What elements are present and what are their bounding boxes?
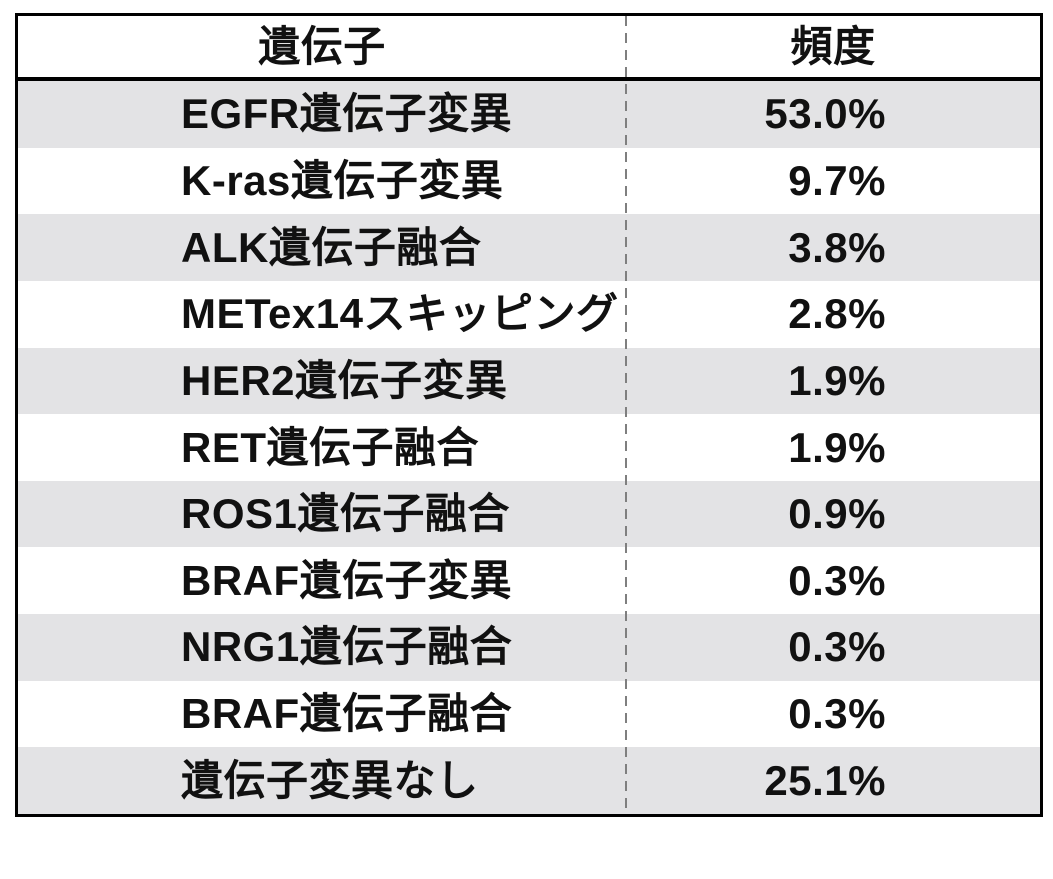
gene-frequency-table: 遺伝子 頻度 EGFR遺伝子変異 53.0% K-ras遺伝子変異 9.7% ALK遺伝… <box>15 13 1043 817</box>
table-row: BRAF遺伝子変異 0.3% <box>18 547 1040 614</box>
frequency-value-cell: 3.8% <box>788 223 886 271</box>
gene-name-cell: EGFR遺伝子変異 <box>181 90 513 138</box>
gene-name-cell: 遺伝子変異なし <box>181 756 479 804</box>
column-header-gene: 遺伝子 <box>258 22 386 70</box>
frequency-value-cell: 0.3% <box>788 556 886 604</box>
frequency-value-cell: 0.3% <box>788 690 886 738</box>
frequency-value-cell: 9.7% <box>788 156 886 204</box>
table-row: HER2遺伝子変異 1.9% <box>18 347 1040 415</box>
gene-name-cell: METex14スキッピング <box>181 290 619 338</box>
frequency-value-cell: 25.1% <box>764 756 886 804</box>
frequency-value-cell: 1.9% <box>788 423 886 471</box>
table-row: NRG1遺伝子融合 0.3% <box>18 614 1040 681</box>
table-row: BRAF遺伝子融合 0.3% <box>18 681 1040 748</box>
table-row: K-ras遺伝子変異 9.7% <box>18 148 1040 215</box>
gene-name-cell: ROS1遺伝子融合 <box>181 490 510 538</box>
gene-name-cell: NRG1遺伝子融合 <box>181 623 513 671</box>
gene-name-cell: BRAF遺伝子変異 <box>181 556 513 604</box>
table-row: METex14スキッピング 2.8% <box>18 281 1040 348</box>
table-header-row: 遺伝子 頻度 <box>18 16 1040 81</box>
frequency-value-cell: 53.0% <box>764 90 886 138</box>
table-row: EGFR遺伝子変異 53.0% <box>18 81 1040 148</box>
table-row: 遺伝子変異なし 25.1% <box>18 747 1040 815</box>
frequency-value-cell: 0.9% <box>788 490 886 538</box>
table-body: EGFR遺伝子変異 53.0% K-ras遺伝子変異 9.7% ALK遺伝子融合 3.8%… <box>18 81 1040 815</box>
table-row: ALK遺伝子融合 3.8% <box>18 214 1040 281</box>
table-row: ROS1遺伝子融合 0.9% <box>18 480 1040 548</box>
frequency-value-cell: 0.3% <box>788 623 886 671</box>
frequency-value-cell: 2.8% <box>788 290 886 338</box>
column-header-frequency: 頻度 <box>790 22 876 70</box>
gene-name-cell: HER2遺伝子変異 <box>181 356 508 404</box>
gene-name-cell: RET遺伝子融合 <box>181 423 480 471</box>
gene-name-cell: K-ras遺伝子変異 <box>181 156 504 204</box>
gene-name-cell: ALK遺伝子融合 <box>181 223 482 271</box>
frequency-value-cell: 1.9% <box>788 356 886 404</box>
table-row: RET遺伝子融合 1.9% <box>18 414 1040 481</box>
gene-name-cell: BRAF遺伝子融合 <box>181 690 513 738</box>
